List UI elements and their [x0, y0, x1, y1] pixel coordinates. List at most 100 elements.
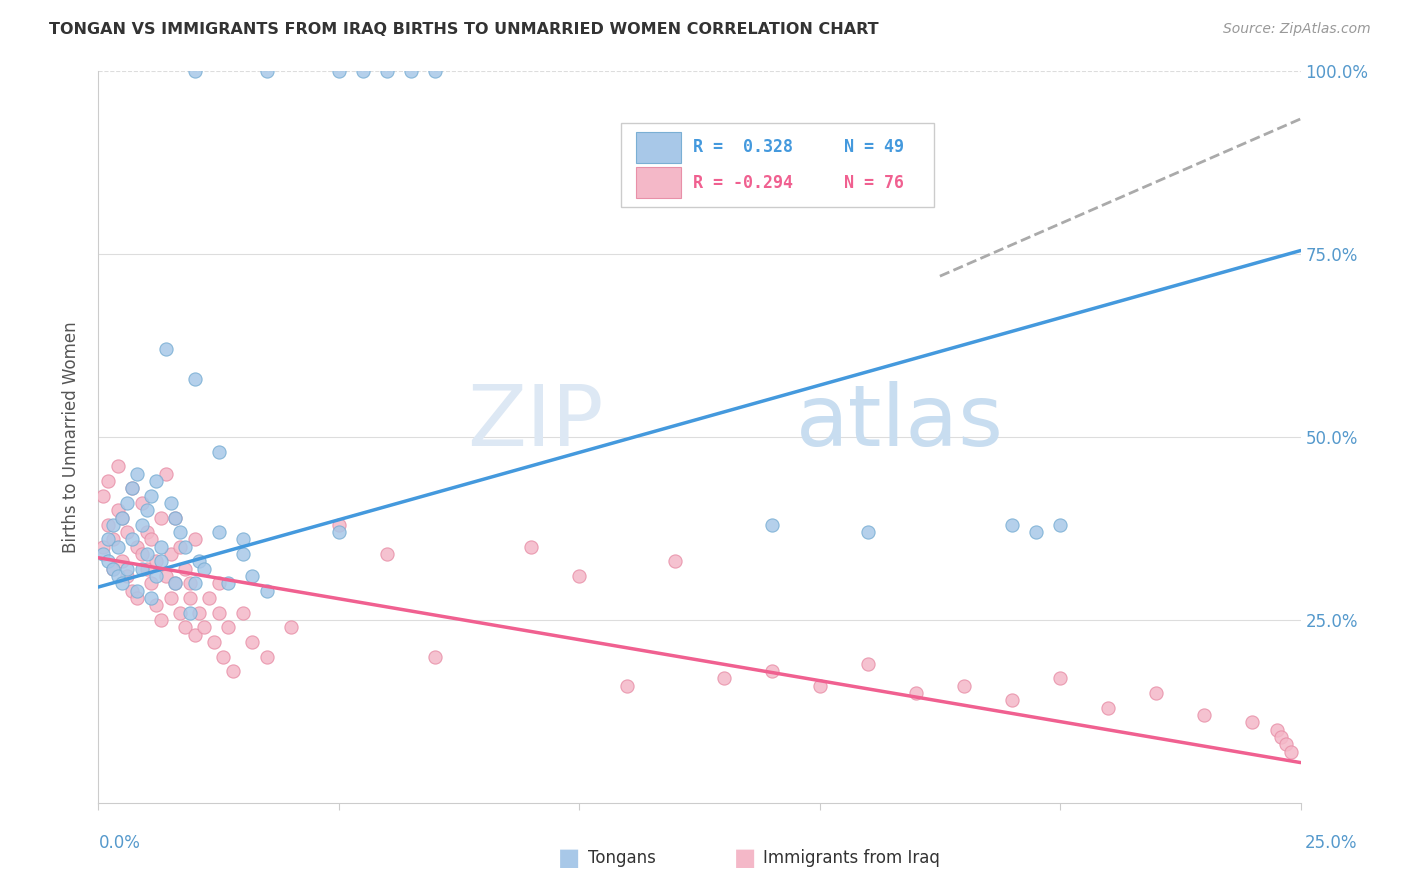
- Point: [125, 467, 148, 481]
- Point: [159, 496, 181, 510]
- Point: [97, 474, 120, 488]
- Point: [761, 517, 783, 532]
- Point: [183, 64, 205, 78]
- Text: Immigrants from Iraq: Immigrants from Iraq: [763, 849, 941, 867]
- Point: [217, 620, 239, 634]
- Point: [256, 649, 278, 664]
- Point: [91, 540, 114, 554]
- Point: [121, 481, 143, 495]
- Point: [111, 510, 134, 524]
- Point: [399, 64, 422, 78]
- Point: [117, 525, 139, 540]
- Point: [149, 554, 172, 568]
- Point: [904, 686, 927, 700]
- Point: [208, 444, 231, 458]
- Point: [375, 547, 398, 561]
- Point: [1049, 517, 1071, 532]
- Point: [179, 606, 201, 620]
- Point: [256, 583, 278, 598]
- Point: [169, 540, 191, 554]
- Point: [328, 525, 350, 540]
- Point: [107, 503, 129, 517]
- Point: [1097, 700, 1119, 714]
- Point: [97, 517, 120, 532]
- Point: [208, 606, 231, 620]
- Text: TONGAN VS IMMIGRANTS FROM IRAQ BIRTHS TO UNMARRIED WOMEN CORRELATION CHART: TONGAN VS IMMIGRANTS FROM IRAQ BIRTHS TO…: [49, 22, 879, 37]
- Point: [141, 576, 163, 591]
- Point: [208, 525, 231, 540]
- Point: [808, 679, 831, 693]
- Point: [1194, 708, 1216, 723]
- Point: [101, 517, 124, 532]
- Point: [375, 64, 398, 78]
- Point: [174, 620, 197, 634]
- Point: [125, 591, 148, 605]
- Point: [131, 496, 153, 510]
- Y-axis label: Births to Unmarried Women: Births to Unmarried Women: [62, 321, 80, 553]
- Point: [1275, 737, 1298, 751]
- Point: [232, 547, 254, 561]
- Point: [141, 489, 163, 503]
- Point: [125, 583, 148, 598]
- Point: [97, 533, 120, 547]
- Point: [101, 562, 124, 576]
- Point: [165, 576, 187, 591]
- Text: ZIP: ZIP: [467, 381, 603, 464]
- Point: [856, 657, 879, 671]
- Point: [149, 510, 172, 524]
- Point: [520, 540, 543, 554]
- Point: [131, 547, 153, 561]
- Point: [1049, 672, 1071, 686]
- Point: [91, 547, 114, 561]
- Point: [953, 679, 976, 693]
- Point: [169, 606, 191, 620]
- Point: [145, 569, 167, 583]
- Point: [145, 554, 167, 568]
- Point: [101, 562, 124, 576]
- Point: [240, 635, 263, 649]
- Point: [111, 510, 134, 524]
- Point: [1241, 715, 1264, 730]
- Point: [183, 533, 205, 547]
- Text: Tongans: Tongans: [588, 849, 655, 867]
- Point: [131, 517, 153, 532]
- Point: [616, 679, 638, 693]
- Point: [1279, 745, 1302, 759]
- Point: [117, 496, 139, 510]
- Point: [135, 503, 157, 517]
- Point: [193, 620, 215, 634]
- Point: [117, 562, 139, 576]
- Point: [761, 664, 783, 678]
- Point: [155, 467, 177, 481]
- Text: N = 76: N = 76: [844, 174, 904, 192]
- Point: [423, 649, 446, 664]
- Point: [1001, 693, 1024, 707]
- Point: [165, 576, 187, 591]
- Point: [1001, 517, 1024, 532]
- Point: [1025, 525, 1047, 540]
- FancyBboxPatch shape: [621, 122, 934, 207]
- Point: [179, 576, 201, 591]
- Point: [155, 343, 177, 357]
- Point: [328, 64, 350, 78]
- Point: [222, 664, 245, 678]
- Point: [198, 591, 221, 605]
- Point: [328, 517, 350, 532]
- Point: [107, 569, 129, 583]
- Point: [107, 459, 129, 474]
- Point: [111, 554, 134, 568]
- Point: [165, 510, 187, 524]
- Point: [101, 533, 124, 547]
- Point: [212, 649, 235, 664]
- Text: 0.0%: 0.0%: [98, 834, 141, 852]
- Text: R = -0.294: R = -0.294: [693, 174, 793, 192]
- Point: [117, 569, 139, 583]
- Text: R =  0.328: R = 0.328: [693, 138, 793, 156]
- Bar: [636, 132, 682, 162]
- Point: [141, 533, 163, 547]
- Point: [713, 672, 735, 686]
- Text: ■: ■: [734, 847, 756, 870]
- Point: [1270, 730, 1292, 744]
- Point: [568, 569, 591, 583]
- Point: [159, 591, 181, 605]
